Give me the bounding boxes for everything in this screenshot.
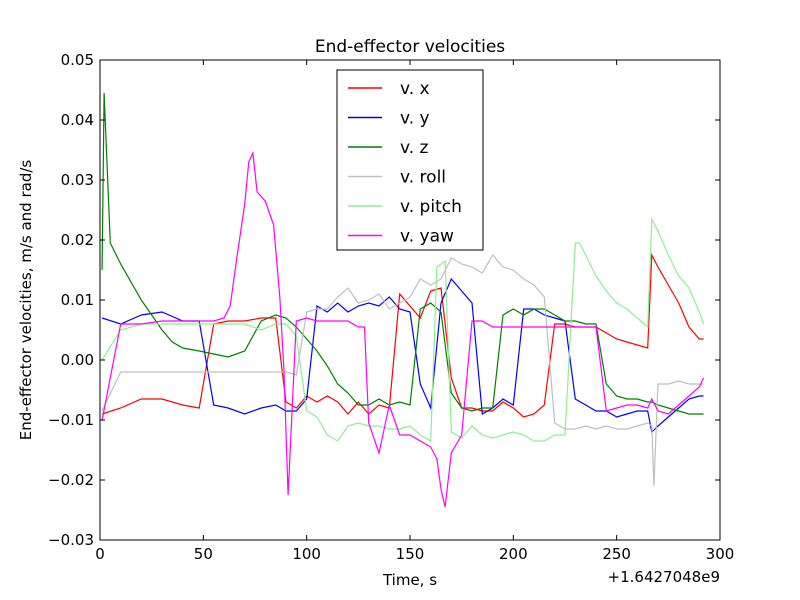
y-axis-label: End-effector velocities, m/s and rad/s (17, 160, 35, 441)
legend-entry-label: v. roll (400, 168, 446, 188)
series-line-vx (101, 252, 704, 418)
legend-entry-label: v. pitch (400, 197, 462, 217)
series-group (101, 92, 705, 508)
y-tick-label: 0.03 (61, 171, 94, 189)
y-tick-label: 0.05 (61, 51, 94, 69)
x-tick-label: 200 (499, 545, 528, 563)
legend: v. x v. y v. z v. roll v. pitch v. yaw (336, 69, 484, 251)
x-axis-offset-label: +1.6427048e9 (608, 568, 720, 586)
series-line-vz (101, 92, 704, 415)
x-tick-label: 300 (706, 545, 735, 563)
series-line-vroll (101, 253, 704, 487)
y-tick-label: −0.02 (48, 471, 94, 489)
y-tick-label: 0.01 (61, 291, 94, 309)
y-tick-label: 0.00 (61, 351, 94, 369)
y-axis-ticks: −0.03 −0.02 −0.01 0.00 0.01 0.02 0.03 0.04 0.05 (48, 51, 720, 549)
x-tick-label: 0 (95, 545, 105, 563)
series-line-vpitch (101, 216, 705, 443)
series-line-vyaw (101, 150, 705, 508)
x-axis-ticks: 0 50 100 150 200 250 300 (95, 60, 734, 563)
legend-entry-label: v. z (400, 138, 429, 158)
legend-entry-label: v. yaw (400, 227, 454, 247)
y-tick-label: −0.03 (48, 531, 94, 549)
legend-box (336, 69, 484, 251)
y-tick-label: 0.02 (61, 231, 94, 249)
y-tick-label: 0.04 (61, 111, 94, 129)
x-axis-label: Time, s (382, 571, 437, 589)
y-tick-label: −0.01 (48, 411, 94, 429)
x-tick-label: 250 (602, 545, 631, 563)
x-tick-label: 150 (396, 545, 425, 563)
chart-title: End-effector velocities (315, 37, 505, 57)
x-tick-label: 100 (292, 545, 321, 563)
legend-entry-label: v. y (400, 109, 430, 129)
x-tick-label: 50 (194, 545, 213, 563)
legend-entry-label: v. x (400, 79, 430, 99)
